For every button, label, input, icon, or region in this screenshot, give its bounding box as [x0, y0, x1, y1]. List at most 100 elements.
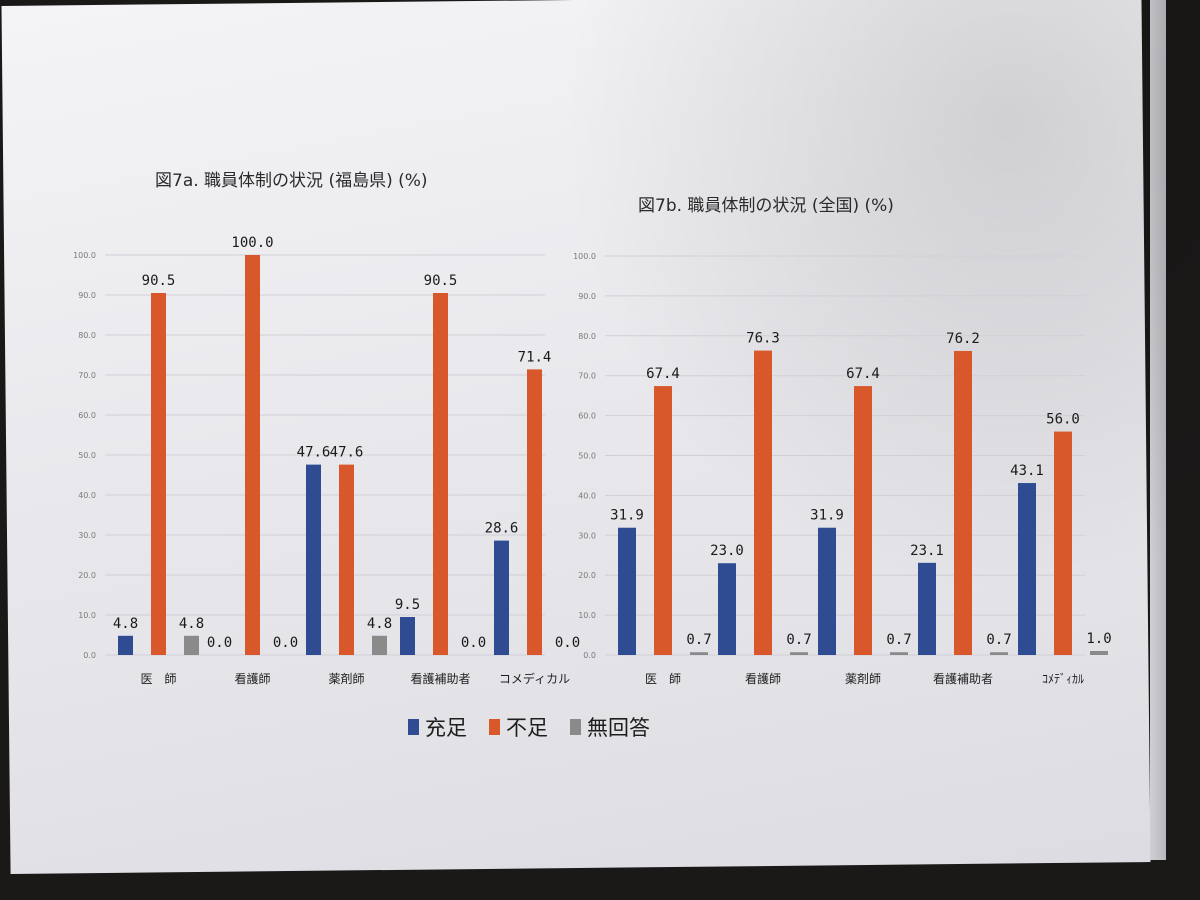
data-label: 9.5	[395, 597, 420, 613]
bar-sufficient	[494, 540, 509, 655]
y-tick-label: 20.0	[578, 571, 596, 580]
data-label: 0.0	[207, 635, 232, 651]
chart-title: 図7b. 職員体制の状況 (全国) (%)	[638, 196, 894, 216]
chart-national: 図7b. 職員体制の状況 (全国) (%) 0.0 10.0 20.0 30.0 40.…	[573, 196, 1112, 686]
legend-label: 不足	[506, 716, 548, 740]
bar-insufficient	[654, 386, 672, 655]
category-label: 薬剤師	[845, 671, 881, 686]
data-label: 56.0	[1046, 412, 1080, 428]
bar-sufficient	[1018, 483, 1036, 655]
y-tick-label: 40.0	[578, 491, 596, 500]
y-tick-label: 100.0	[573, 252, 596, 261]
y-tick-label: 90.0	[78, 291, 96, 300]
bar-no-answer	[990, 652, 1008, 655]
data-label: 4.8	[179, 616, 204, 632]
data-label: 4.8	[367, 616, 392, 632]
y-tick-label: 50.0	[78, 451, 96, 460]
y-tick-label: 80.0	[78, 331, 96, 340]
data-label: 47.6	[330, 445, 364, 461]
data-label: 0.7	[986, 632, 1011, 648]
bar-insufficient	[151, 293, 166, 655]
data-label: 67.4	[846, 366, 880, 382]
bar-no-answer	[372, 635, 387, 655]
category-label: 看護師	[745, 671, 781, 686]
bar-no-answer	[690, 652, 708, 655]
bar-insufficient	[954, 350, 972, 655]
paper-edge	[1150, 0, 1166, 860]
chart-title: 図7a. 職員体制の状況 (福島県) (%)	[155, 171, 428, 191]
bar-sufficient	[818, 527, 836, 655]
data-label: 76.2	[946, 331, 980, 347]
legend-item-insufficient: 不足	[489, 712, 548, 742]
category-label: 医 師	[645, 672, 681, 686]
y-tick-label: 20.0	[78, 571, 96, 580]
data-label: 31.9	[610, 508, 644, 524]
category-label: 看護補助者	[410, 671, 470, 686]
y-tick-label: 40.0	[78, 491, 96, 500]
y-tick-label: 80.0	[578, 332, 596, 341]
bar-insufficient	[245, 255, 260, 655]
y-tick-label: 100.0	[73, 251, 96, 260]
bar-insufficient	[854, 386, 872, 655]
legend-swatch-no-answer	[570, 719, 581, 735]
data-label: 90.5	[142, 273, 176, 289]
data-label: 0.0	[273, 635, 298, 651]
data-label: 47.6	[297, 445, 331, 461]
y-tick-label: 60.0	[578, 412, 596, 421]
bar-sufficient	[400, 617, 415, 655]
legend-swatch-insufficient	[489, 719, 500, 735]
y-tick-label: 90.0	[578, 292, 596, 301]
bar-insufficient	[527, 369, 542, 655]
legend-swatch-sufficient	[408, 719, 419, 735]
legend-item-sufficient: 充足	[408, 712, 467, 742]
y-tick-label: 0.0	[583, 651, 596, 660]
bar-no-answer	[1090, 651, 1108, 655]
legend-label: 無回答	[587, 716, 650, 740]
y-tick-label: 50.0	[578, 452, 596, 461]
bar-no-answer	[890, 652, 908, 655]
legend-item-no-answer: 無回答	[570, 712, 650, 742]
y-tick-label: 70.0	[78, 371, 96, 380]
y-tick-label: 10.0	[78, 611, 96, 620]
chart-fukushima: 図7a. 職員体制の状況 (福島県) (%) 0.0 10.0 20.0 30.0 40…	[73, 171, 580, 686]
data-label: 23.0	[710, 543, 744, 559]
data-label: 0.0	[461, 635, 486, 651]
data-label: 67.4	[646, 366, 680, 382]
y-tick-label: 60.0	[78, 411, 96, 420]
bar-sufficient	[618, 527, 636, 655]
data-label: 1.0	[1086, 631, 1111, 647]
bar-sufficient	[306, 464, 321, 655]
data-label: 43.1	[1010, 463, 1044, 479]
bar-insufficient	[1054, 431, 1072, 655]
y-tick-label: 70.0	[578, 372, 596, 381]
bar-insufficient	[433, 293, 448, 655]
bar-sufficient	[718, 563, 736, 655]
bar-sufficient	[918, 562, 936, 655]
category-label: 医 師	[140, 672, 176, 686]
legend-label: 充足	[425, 716, 467, 740]
data-label: 71.4	[518, 349, 552, 365]
data-label: 31.9	[810, 508, 844, 524]
data-label: 0.7	[886, 632, 911, 648]
data-label: 0.7	[786, 632, 811, 648]
data-label: 100.0	[231, 235, 273, 251]
category-label: 薬剤師	[328, 671, 364, 686]
bar-sufficient	[118, 635, 133, 655]
category-label: 看護師	[234, 671, 270, 686]
category-label: 看護補助者	[933, 671, 993, 686]
data-label: 23.1	[910, 543, 944, 559]
y-tick-label: 0.0	[83, 651, 96, 660]
bar-insufficient	[339, 464, 354, 655]
data-label: 76.3	[746, 331, 780, 347]
bar-no-answer	[790, 652, 808, 655]
y-tick-label: 30.0	[578, 531, 596, 540]
data-label: 0.7	[686, 632, 711, 648]
y-tick-label: 30.0	[78, 531, 96, 540]
y-tick-label: 10.0	[578, 611, 596, 620]
data-label: 28.6	[485, 521, 519, 537]
data-label: 4.8	[113, 616, 138, 632]
category-label: ｺﾒﾃﾞｨｶﾙ	[1042, 672, 1084, 686]
bar-insufficient	[754, 350, 772, 655]
data-label: 0.0	[555, 635, 580, 651]
category-label: コメディカル	[499, 671, 570, 686]
